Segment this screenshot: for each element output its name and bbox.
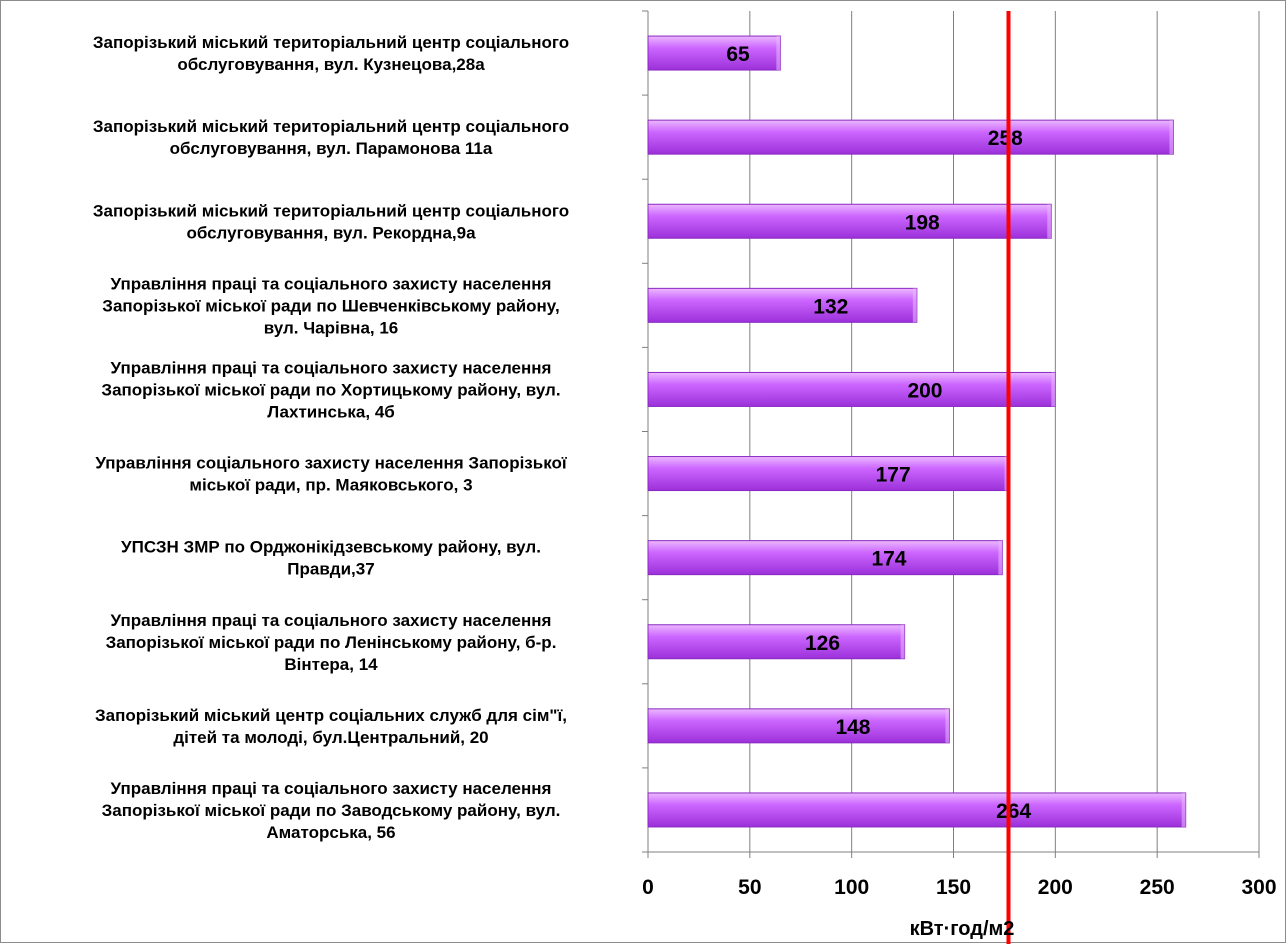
category-label-line: Правди,37 (287, 560, 374, 579)
data-label: 198 (905, 211, 940, 234)
category-label: Запорізький міський центр соціальних слу… (95, 706, 567, 747)
data-label: 148 (835, 716, 870, 739)
category-label: Запорізький міський територіальний центр… (93, 117, 569, 158)
x-tick-label: 250 (1140, 876, 1175, 899)
bar-end-highlight (945, 708, 950, 743)
category-label: Управління праці та соціального захисту … (101, 358, 560, 421)
category-label-line: Вінтера, 14 (284, 655, 378, 674)
bar-end-highlight (912, 288, 917, 323)
data-label: 65 (726, 43, 750, 66)
data-label: 177 (876, 464, 911, 487)
bar-end-highlight (1169, 120, 1174, 155)
data-label: 126 (805, 632, 840, 655)
category-label-line: Управління праці та соціального захисту … (111, 358, 552, 377)
category-label-line: УПСЗН ЗМР по Орджонікідзевському району,… (121, 538, 541, 557)
x-tick-label: 200 (1038, 876, 1073, 899)
bars: 65 258 198 132 200 177 174 126 148 264 (647, 35, 1187, 828)
category-label-line: Лахтинська, 4б (267, 402, 395, 421)
category-label: Запорізький міський територіальний центр… (93, 201, 569, 242)
category-label-line: Запорізької міської ради по Хортицькому … (101, 380, 560, 399)
category-label: УПСЗН ЗМР по Орджонікідзевському району,… (121, 538, 541, 579)
category-label-line: Запорізький міський центр соціальних слу… (95, 706, 567, 725)
bar (647, 203, 1052, 239)
x-tick-label: 0 (642, 876, 654, 899)
category-label-line: Запорізький міський територіальний центр… (93, 201, 569, 220)
category-label-line: Управління праці та соціального захисту … (111, 611, 552, 630)
category-label-line: Управління праці та соціального захисту … (111, 274, 552, 293)
x-tick-label: 50 (738, 876, 761, 899)
x-tick-label: 100 (834, 876, 869, 899)
bar-end-highlight (900, 624, 905, 659)
x-tick-labels: 0 50 100 150 200 250 300 (642, 876, 1276, 899)
data-label: 264 (996, 800, 1031, 823)
category-label-line: міської ради, пр. Маяковського, 3 (189, 476, 472, 495)
bar-end-highlight (776, 36, 781, 71)
bar (647, 540, 1003, 576)
bar-end-highlight (1047, 204, 1052, 239)
category-label-line: дітей та молоді, бул.Центральний, 20 (173, 728, 488, 747)
category-label-line: обслуговування, вул. Кузнецова,28а (177, 55, 485, 74)
x-axis-title: кВт·год/м2 (910, 918, 1015, 940)
category-label-line: Запорізької міської ради по Ленінському … (106, 633, 557, 652)
data-label: 200 (907, 379, 942, 402)
bar-end-highlight (1051, 372, 1056, 407)
category-labels: Запорізький міський територіальний центр… (93, 33, 569, 842)
category-label-line: Запорізький міський територіальний центр… (93, 33, 569, 52)
data-label: 132 (813, 295, 848, 318)
bar (647, 371, 1056, 407)
category-label-line: Запорізький міський територіальний центр… (93, 117, 569, 136)
category-label: Запорізький міський територіальний центр… (93, 33, 569, 74)
category-label-line: обслуговування, вул. Парамонова 11а (170, 139, 493, 158)
bar (647, 708, 950, 744)
x-tick-label: 300 (1241, 876, 1276, 899)
bar (647, 792, 1187, 828)
bar-end-highlight (1181, 792, 1186, 827)
bar (647, 119, 1174, 155)
category-label: Управління праці та соціального захисту … (102, 274, 559, 337)
data-label: 258 (988, 127, 1023, 150)
category-label-line: вул. Чарівна, 16 (264, 318, 399, 337)
category-label-line: Запорізької міської ради по Заводському … (102, 801, 561, 820)
category-label-line: Управління праці та соціального захисту … (111, 779, 552, 798)
x-tick-label: 150 (936, 876, 971, 899)
category-label: Управління соціального захисту населення… (95, 454, 568, 495)
category-label-line: Аматорська, 56 (266, 823, 395, 842)
category-label-line: обслуговування, вул. Рекордна,9а (186, 223, 476, 242)
category-label: Управління праці та соціального захисту … (106, 611, 557, 674)
bar (647, 35, 781, 71)
data-label: 174 (871, 548, 906, 571)
bar (647, 456, 1009, 492)
category-label-line: Управління соціального захисту населення… (95, 454, 568, 473)
bar-end-highlight (998, 540, 1003, 575)
category-label-line: Запорізької міської ради по Шевченківськ… (102, 296, 559, 315)
bar (647, 287, 918, 323)
bar (647, 624, 906, 660)
category-label: Управління праці та соціального захисту … (102, 779, 561, 842)
